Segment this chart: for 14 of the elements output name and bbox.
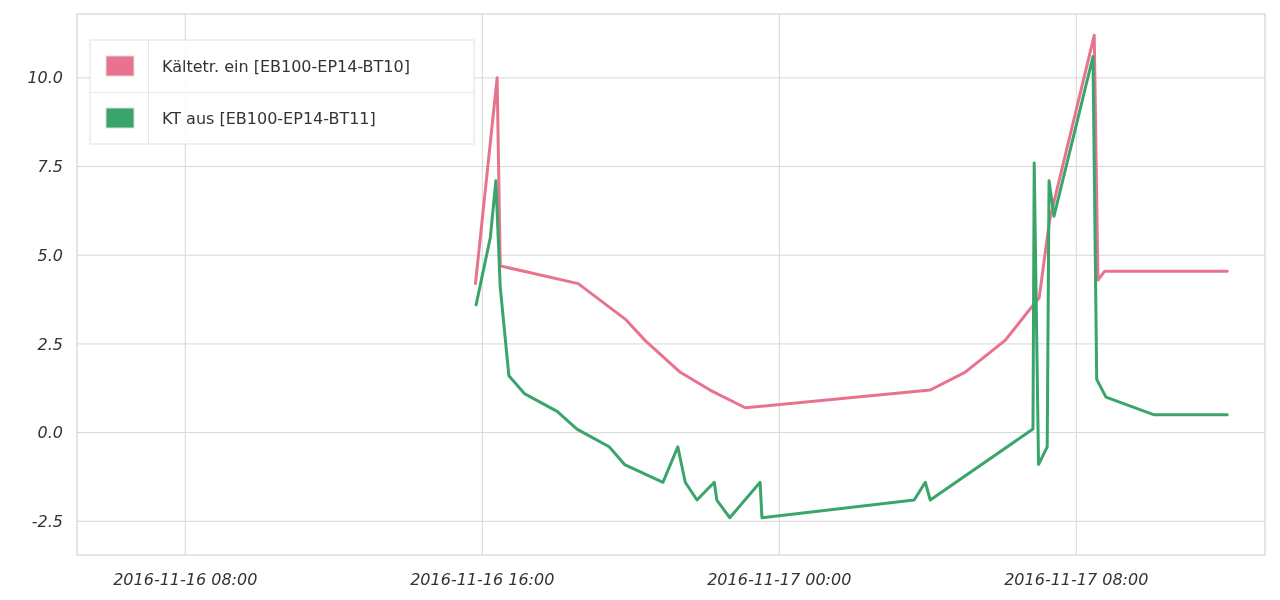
x-tick-label: 2016-11-16 16:00: [410, 570, 555, 589]
y-tick-label: 0.0: [37, 423, 63, 443]
y-tick-label: 7.5: [37, 157, 63, 177]
y-tick-label: -2.5: [31, 511, 63, 531]
line-series: [473, 33, 1229, 410]
line-series: [474, 55, 1229, 520]
x-tick-label: 2016-11-16 08:00: [113, 570, 258, 589]
legend-label: Kältetr. ein [EB100-EP14-BT10]: [162, 56, 410, 76]
y-tick-label: 10.0: [27, 68, 63, 88]
legend-label: KT aus [EB100-EP14-BT11]: [162, 108, 376, 128]
y-tick-label: 2.5: [37, 334, 63, 354]
y-tick-label: 5.0: [37, 245, 63, 265]
x-tick-label: 2016-11-17 08:00: [1004, 570, 1149, 589]
x-tick-label: 2016-11-17 00:00: [707, 570, 852, 589]
